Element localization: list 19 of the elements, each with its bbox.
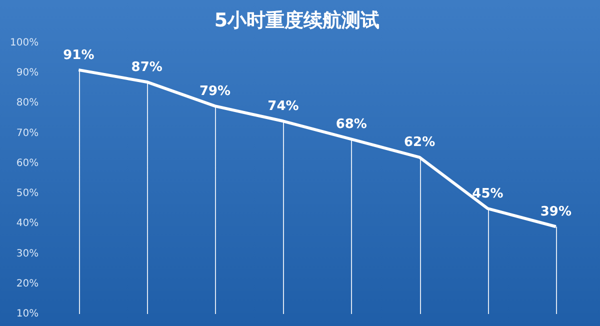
data-label: 68% [336,117,367,132]
data-label: 74% [268,99,299,114]
y-tick-label: 70% [16,128,39,139]
data-label: 91% [63,48,94,63]
data-label: 39% [540,204,572,220]
y-tick-label: 20% [16,278,39,290]
y-tick-label: 40% [16,218,39,230]
y-tick-label: 50% [16,188,39,200]
y-tick-label: 90% [16,68,39,79]
data-label: 79% [199,84,231,99]
chart-title: 5小时重度续航测试 [214,9,380,32]
data-label: 62% [404,135,436,150]
y-tick-label: 10% [16,308,39,320]
data-label: 87% [131,60,162,75]
y-tick-label: 80% [16,98,39,109]
data-label: 45% [472,186,504,202]
y-tick-label: 30% [16,248,39,260]
y-tick-label: 60% [16,158,39,169]
y-tick-label: 100% [10,37,39,48]
